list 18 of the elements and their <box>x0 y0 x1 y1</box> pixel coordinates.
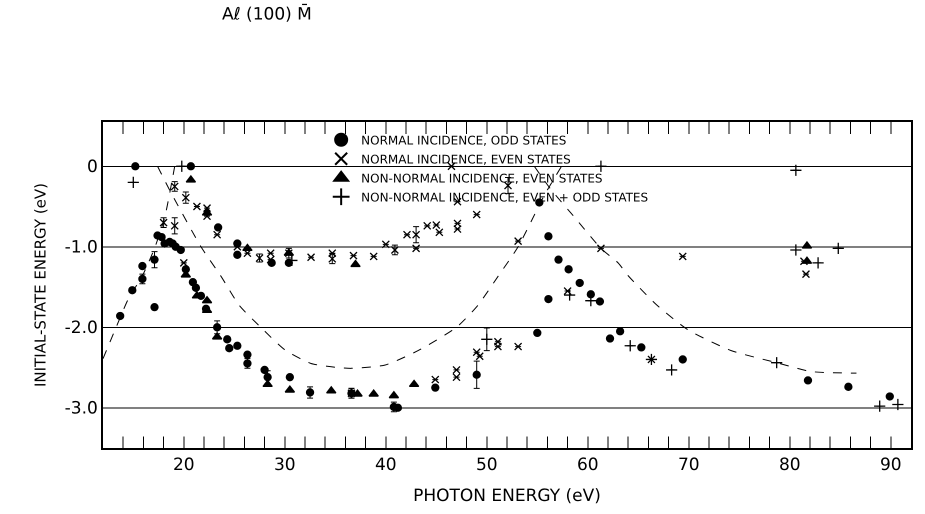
y-axis-title: INITIAL-STATE ENERGY (eV) <box>31 182 50 388</box>
legend-label: NON-NORMAL INCIDENCE, EVEN STATES <box>361 171 603 186</box>
y-tick-label: 0 <box>87 157 98 178</box>
x-tick-label: 20 <box>172 455 195 476</box>
x-tick-label: 40 <box>374 455 397 476</box>
y-tick-label: -3.0 <box>64 398 98 419</box>
x-tick-label: 70 <box>678 455 700 476</box>
legend-label: NORMAL INCIDENCE, EVEN STATES <box>361 152 571 166</box>
x-tick-label: 80 <box>778 455 801 476</box>
x-tick-label: 90 <box>880 455 902 476</box>
x-axis-title: PHOTON ENERGY (eV) <box>413 486 601 506</box>
y-tick-label: -1.0 <box>64 238 98 258</box>
x-tick-label: 30 <box>274 455 296 476</box>
legend-label: NORMAL INCIDENCE, ODD STATES <box>361 133 566 148</box>
chart-title: Aℓ (100) M̄ <box>222 4 312 25</box>
x-tick-label: 60 <box>576 455 599 476</box>
y-tick-label: -2.0 <box>64 318 98 338</box>
x-tick-label: 50 <box>476 455 498 476</box>
